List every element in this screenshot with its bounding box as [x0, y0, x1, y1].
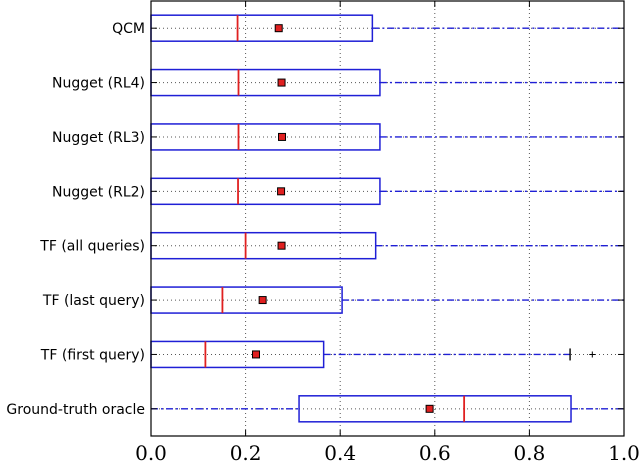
category-label: TF (all queries) [39, 239, 145, 255]
outlier-marker [589, 351, 596, 358]
category-label: Nugget (RL3) [52, 130, 145, 146]
category-labels: QCM Nugget (RL4) Nugget (RL3) Nugget (RL2) T… [6, 21, 145, 418]
category-label: Nugget (RL4) [52, 76, 145, 92]
grid [151, 1, 624, 436]
category-label: TF (first query) [40, 347, 145, 363]
mean-marker [425, 404, 434, 413]
mean-marker [277, 78, 286, 87]
x-tick-label: 1.0 [608, 441, 640, 462]
boxes [150, 14, 624, 423]
box-iqr [150, 123, 381, 151]
plot-frame [150, 0, 625, 437]
mean-marker [277, 187, 286, 196]
x-tick-label: 0.0 [135, 441, 167, 462]
x-tick-label: 0.4 [324, 441, 356, 462]
category-label: Nugget (RL2) [52, 184, 145, 200]
mean-marker [277, 241, 286, 250]
x-axis-ticks: 0.0 0.2 0.4 0.6 0.8 1.0 [135, 1, 640, 462]
box-iqr [150, 177, 381, 206]
box-iqr [150, 68, 381, 97]
category-label: Ground-truth oracle [6, 402, 145, 418]
box-iqr [298, 395, 572, 423]
mean-marker [258, 296, 267, 305]
x-tick-label: 0.8 [513, 441, 545, 462]
mean-marker [274, 24, 283, 33]
category-label: QCM [112, 21, 145, 37]
category-label: TF (last query) [42, 293, 145, 309]
mean-marker [252, 350, 261, 359]
mean-marker [278, 132, 287, 141]
x-tick-label: 0.2 [230, 441, 262, 462]
box-iqr [150, 340, 325, 369]
x-tick-label: 0.6 [419, 441, 451, 462]
